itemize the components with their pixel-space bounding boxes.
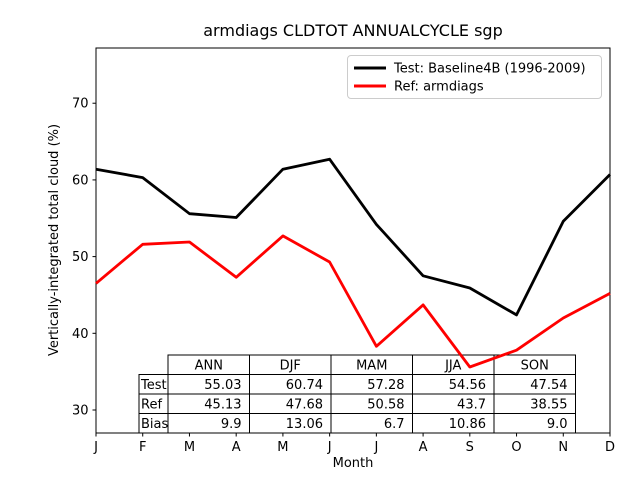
stats-table: ANN DJF MAM JJA SON Test 55.03 60.74 57.28 54.56 4… [138,354,576,434]
x-tick-label: N [558,440,568,455]
table-row-label: Test [140,378,167,393]
table-cell-value: 47.68 [286,398,323,413]
table-header-text: MAM [356,359,387,374]
table-header-text: DJF [280,359,301,374]
y-tick-label: 40 [72,327,89,342]
x-tick-label: A [232,440,241,455]
y-axis-label: Vertically-integrated total cloud (%) [47,124,62,356]
table-header-text: JJA [444,359,461,374]
data-series [95,157,611,369]
table-cell-value: 43.7 [457,398,486,413]
table-cell-value: 50.58 [367,398,404,413]
table-cell-value: 45.13 [204,398,241,413]
table-cell-value: 9.9 [221,417,242,432]
x-tick-label: J [373,440,378,455]
table-row-label: Ref [141,398,162,413]
legend: Test: Baseline4B (1996-2009) Ref: armdiag… [347,55,602,99]
x-axis-label: Month [333,456,374,471]
legend-entry-label: Ref: armdiags [394,80,484,95]
y-tick-label: 30 [72,403,89,418]
x-tick-label: F [139,440,146,455]
table-header-text: ANN [195,359,223,374]
table-cell-value: 55.03 [204,378,241,393]
legend-frame [347,55,602,99]
chart-title: armdiags CLDTOT ANNUALCYCLE sgp [203,21,502,40]
table-cell-value: 38.55 [530,398,567,413]
ref-series-line [95,234,611,369]
table-header-text: SON [521,359,549,374]
x-tick-label: J [327,440,332,455]
x-tick-label: D [605,440,615,455]
y-tick-label: 70 [72,97,89,112]
table-cell-value: 6.7 [384,417,405,432]
table-row-label: Bias [141,417,168,432]
table-cell-value: 47.54 [530,378,567,393]
x-tick-label: S [466,440,474,455]
y-tick-label: 60 [72,173,89,188]
table-cell-value: 57.28 [367,378,404,393]
table-cell [493,413,576,434]
table-cell-value: 9.0 [547,417,568,432]
legend-entry-label: Test: Baseline4B (1996-2009) [393,62,586,77]
x-tick-label: M [277,440,288,455]
table-cell-value: 10.86 [449,417,486,432]
test-series-line [95,157,611,317]
x-tick-label: A [419,440,428,455]
x-tick-label: M [184,440,195,455]
table-cell-value: 13.06 [286,417,323,432]
x-tick-label: O [511,440,521,455]
table-cell-value: 54.56 [449,378,486,393]
table-cell-value: 60.74 [286,378,323,393]
x-tick-label: J [93,440,98,455]
y-tick-label: 50 [72,250,89,265]
